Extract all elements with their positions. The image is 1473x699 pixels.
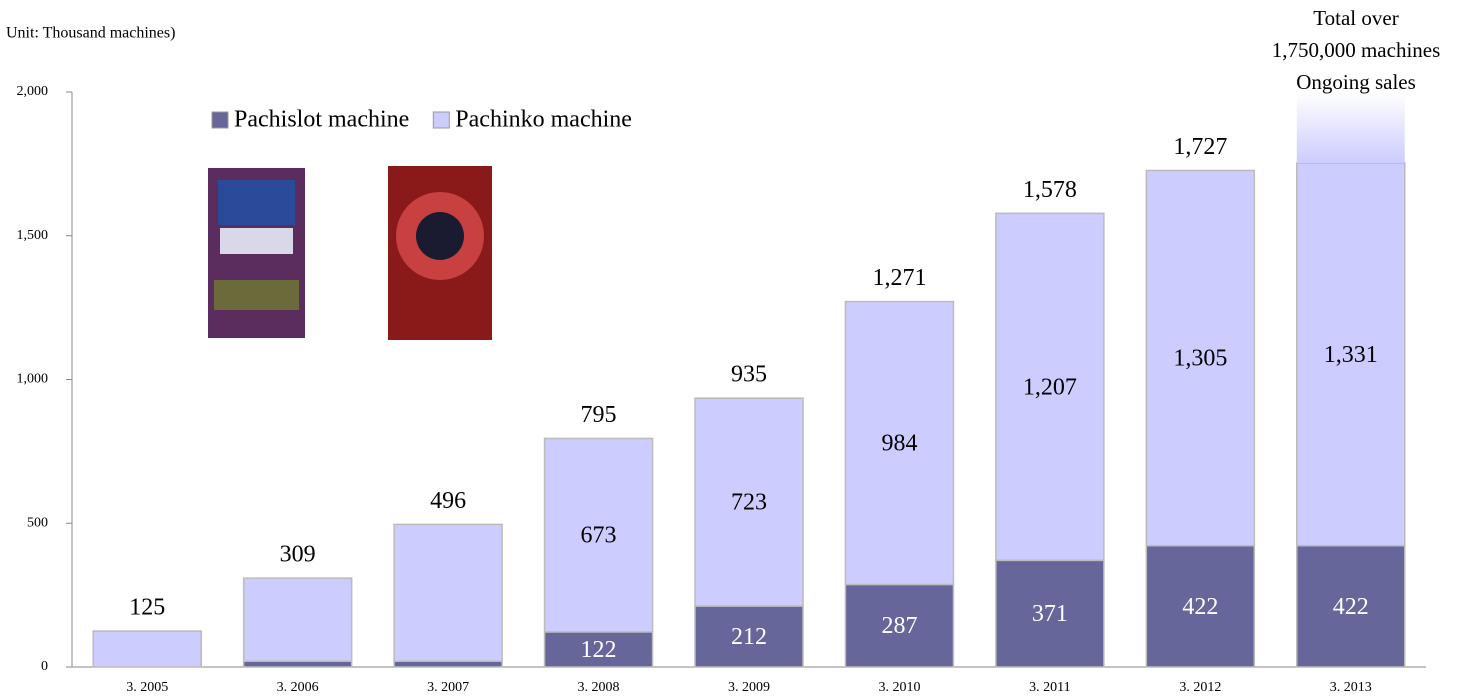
x-tick-label: 3. 2007 bbox=[427, 680, 469, 695]
bar-segment bbox=[995, 212, 1105, 562]
value-label: 984 bbox=[881, 431, 917, 457]
x-tick-label: 3. 2009 bbox=[728, 680, 770, 695]
pachinko-photo bbox=[388, 166, 492, 340]
total-label: 795 bbox=[581, 402, 617, 428]
legend-swatch bbox=[211, 111, 229, 129]
bar-segment bbox=[694, 605, 804, 668]
bar-segment bbox=[1145, 169, 1256, 547]
bar-segment bbox=[242, 577, 353, 662]
bar-segment bbox=[995, 559, 1105, 668]
annotation: 1,750,000 machines bbox=[1272, 38, 1441, 62]
value-label: 723 bbox=[731, 490, 767, 516]
x-tick-label: 3. 2008 bbox=[578, 680, 620, 695]
bar-segment bbox=[543, 631, 654, 668]
x-tick-label: 3. 2005 bbox=[126, 680, 168, 695]
value-label: 422 bbox=[1182, 594, 1218, 620]
x-tick-label: 3. 2013 bbox=[1330, 680, 1372, 695]
y-tick-label: 0 bbox=[41, 659, 48, 674]
y-tick-label: 1,500 bbox=[17, 228, 49, 243]
total-label: 1,271 bbox=[872, 265, 926, 291]
y-tick-label: 1,000 bbox=[17, 372, 49, 387]
value-label: 1,207 bbox=[1023, 374, 1077, 400]
legend-label: Pachinko machine bbox=[455, 107, 632, 133]
value-label: 1,331 bbox=[1324, 342, 1378, 368]
value-label: 1,305 bbox=[1173, 346, 1227, 372]
value-label: 422 bbox=[1333, 594, 1369, 620]
y-tick-label: 500 bbox=[27, 515, 48, 530]
value-label: 122 bbox=[581, 637, 617, 663]
x-tick-label: 3. 2012 bbox=[1179, 680, 1221, 695]
y-tick-label: 2,000 bbox=[17, 84, 49, 99]
x-tick-label: 3. 2010 bbox=[878, 680, 920, 695]
annotation: Ongoing sales bbox=[1296, 70, 1416, 94]
bar-segment bbox=[1145, 544, 1256, 668]
total-label: 496 bbox=[430, 488, 466, 514]
annotation: Total over bbox=[1313, 6, 1398, 30]
value-label: 371 bbox=[1032, 601, 1068, 627]
bar-segment bbox=[1296, 162, 1406, 547]
bar-segment bbox=[844, 583, 955, 668]
x-tick-label: 3. 2011 bbox=[1029, 680, 1070, 695]
bar-segment bbox=[92, 630, 202, 668]
bar-segment bbox=[242, 660, 353, 668]
bar-segment bbox=[393, 660, 503, 668]
x-tick-label: 3. 2006 bbox=[277, 680, 319, 695]
bar-segment bbox=[844, 300, 955, 586]
value-label: 287 bbox=[881, 613, 917, 639]
bar-segment bbox=[694, 397, 804, 607]
value-label: 212 bbox=[731, 624, 767, 650]
axis-label: Unit: Thousand machines) bbox=[6, 25, 175, 42]
legend-label: Pachislot machine bbox=[234, 107, 409, 133]
bar-segment bbox=[543, 437, 654, 633]
pachislot-photo bbox=[208, 168, 305, 338]
total-label: 1,727 bbox=[1173, 134, 1227, 160]
bar-segment bbox=[393, 523, 503, 663]
legend-swatch bbox=[432, 111, 450, 129]
total-label: 935 bbox=[731, 362, 767, 388]
total-label: 1,578 bbox=[1023, 177, 1077, 203]
bar-segment bbox=[1296, 544, 1406, 668]
ongoing-fade bbox=[1296, 92, 1405, 164]
total-label: 309 bbox=[280, 542, 316, 568]
total-label: 125 bbox=[129, 595, 165, 621]
value-label: 673 bbox=[581, 523, 617, 549]
